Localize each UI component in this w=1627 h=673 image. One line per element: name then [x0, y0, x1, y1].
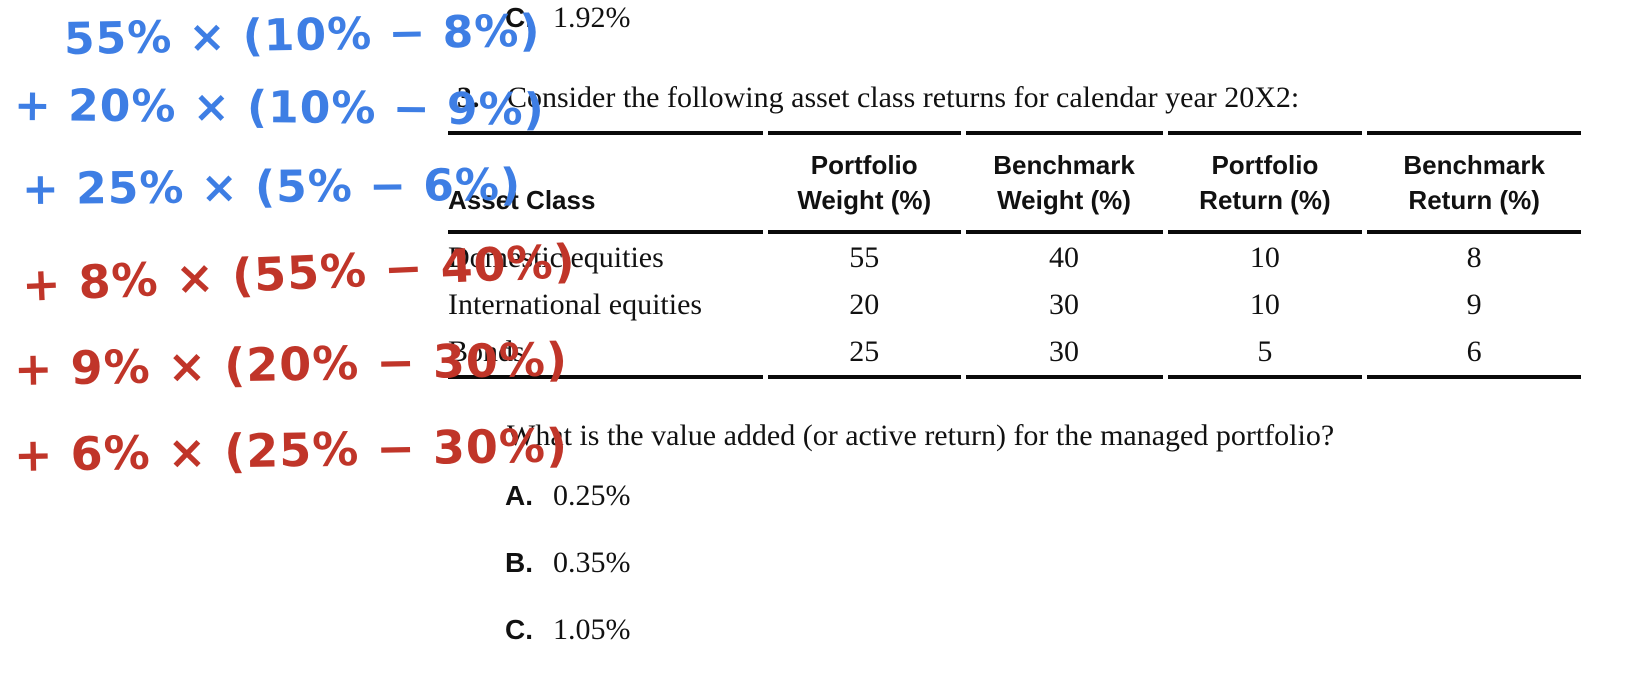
prev-choice-value: 1.92% [553, 1, 631, 34]
cell-portfolio-weight: 20 [849, 287, 880, 321]
question-text: Consider the following asset class retur… [507, 81, 1300, 114]
cell-portfolio-weight: 55 [849, 240, 880, 274]
col-header-benchmark-weight: Benchmark Weight (%) [965, 131, 1163, 234]
choice-value-b: 0.35% [553, 546, 631, 579]
handwriting-red-line-2: + 9% × (20% − 30%) [13, 332, 569, 396]
handwriting-blue-line-2: + 20% × (10% − 9%) [13, 80, 545, 136]
asset-returns-table: Asset Class Portfolio Weight (%) Benchma… [443, 131, 1586, 379]
col-header-line: Asset Class [448, 185, 596, 215]
choice-letter-a: A. [505, 480, 533, 511]
col-header-line: Weight (%) [997, 185, 1131, 215]
cell-portfolio-return: 10 [1249, 287, 1280, 321]
cell-benchmark-weight: 40 [1049, 240, 1080, 274]
question-prompt: What is the value added (or active retur… [507, 419, 1335, 452]
cell-benchmark-weight: 30 [965, 328, 1163, 379]
cell-asset-class: International equities [448, 287, 703, 321]
cell-benchmark-weight: 30 [1049, 287, 1080, 321]
cell-asset-class: Domestic equities [448, 240, 664, 274]
choice-row-a: A. 0.25% [505, 478, 631, 514]
choice-letter-b: B. [505, 547, 533, 578]
table-row: Domestic equities 55 40 10 8 [448, 234, 1581, 281]
col-header-line: Return (%) [1199, 185, 1331, 215]
col-header-benchmark-return: Benchmark Return (%) [1367, 131, 1581, 234]
col-header-portfolio-weight: Portfolio Weight (%) [767, 131, 961, 234]
table-row: Bonds 25 30 5 6 [448, 328, 1581, 379]
cell-asset-class: Bonds [448, 328, 763, 379]
col-header-line: Benchmark [993, 150, 1135, 180]
col-header-line: Benchmark [1403, 150, 1545, 180]
cell-portfolio-weight: 25 [767, 328, 961, 379]
col-header-line: Return (%) [1408, 185, 1540, 215]
prev-choice-letter: C. [505, 2, 533, 33]
cell-portfolio-return: 10 [1249, 240, 1280, 274]
col-header-line: Portfolio [1211, 150, 1319, 180]
choice-row-c: C. 1.05% [505, 612, 631, 648]
handwriting-red-line-3: + 6% × (25% − 30%) [13, 418, 569, 482]
cell-benchmark-return: 6 [1367, 328, 1581, 379]
handwriting-blue-line-3: + 25% × (5% − 6%) [21, 159, 522, 215]
cell-benchmark-return: 8 [1466, 240, 1482, 274]
handwriting-blue-line-1: 55% × (10% − 8%) [63, 5, 541, 65]
prev-choice-row: C. 1.92% [505, 0, 631, 36]
col-header-line: Weight (%) [797, 185, 932, 215]
table-row: International equities 20 30 10 9 [448, 281, 1581, 328]
table-header-row: Asset Class Portfolio Weight (%) Benchma… [448, 131, 1581, 234]
choice-value-a: 0.25% [553, 479, 631, 512]
question-row: 3. Consider the following asset class re… [457, 80, 1299, 116]
choice-letter-c: C. [505, 614, 533, 645]
col-header-asset-class: Asset Class [448, 131, 763, 234]
question-number: 3. [457, 81, 480, 114]
cell-portfolio-return: 5 [1167, 328, 1363, 379]
cell-benchmark-return: 9 [1466, 287, 1482, 321]
choice-value-c: 1.05% [553, 613, 631, 646]
col-header-portfolio-return: Portfolio Return (%) [1167, 131, 1363, 234]
col-header-line: Portfolio [810, 150, 918, 180]
choice-row-b: B. 0.35% [505, 545, 631, 581]
